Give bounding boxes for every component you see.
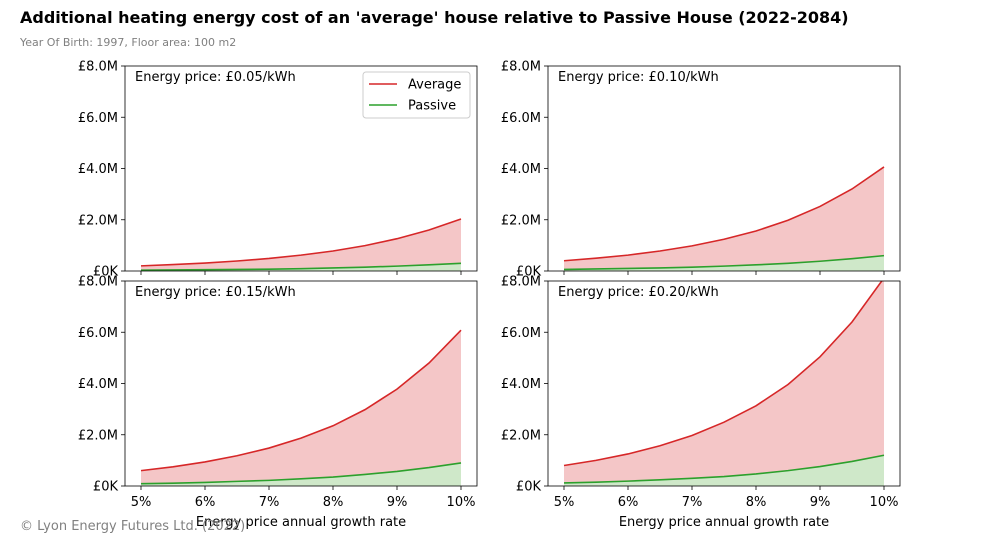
average-series-line	[563, 166, 885, 262]
y-tick-label: £4.0M	[78, 162, 118, 177]
chart-title: Additional heating energy cost of an 'av…	[20, 8, 849, 27]
panel-price-label: Energy price: £0.10/kWh	[558, 70, 719, 85]
panel-price-label: Energy price: £0.20/kWh	[558, 285, 719, 300]
y-tick-label: £2.0M	[501, 213, 541, 228]
y-tick-label: £2.0M	[501, 428, 541, 443]
chart-subtitle: Year Of Birth: 1997, Floor area: 100 m2	[20, 36, 237, 49]
y-tick-label: £6.0M	[501, 326, 541, 341]
passive-series-line	[563, 454, 885, 484]
x-axis-label: Energy price annual growth rate	[619, 515, 829, 530]
x-tick-label: 10%	[447, 495, 476, 510]
x-tick-label: 5%	[131, 495, 152, 510]
copyright-footer: © Lyon Energy Futures Ltd. (2022)	[20, 519, 246, 534]
x-tick-label: 7%	[259, 495, 280, 510]
average-area	[141, 330, 461, 486]
y-tick-label: £0K	[516, 480, 542, 495]
x-tick-label: 6%	[195, 495, 216, 510]
x-tick-label: 6%	[618, 495, 639, 510]
legend-label-passive: Passive	[408, 99, 456, 114]
x-tick-label: 9%	[387, 495, 408, 510]
y-tick-label: £2.0M	[78, 428, 118, 443]
y-tick-label: £0K	[516, 265, 542, 280]
passive-area	[141, 263, 461, 271]
x-tick-label: 8%	[746, 495, 767, 510]
y-tick-label: £0K	[93, 265, 119, 280]
y-tick-label: £4.0M	[501, 162, 541, 177]
plot-region	[563, 281, 885, 486]
y-tick-label: £6.0M	[78, 326, 118, 341]
legend: Average Passive	[362, 71, 471, 119]
plot-region	[140, 218, 462, 271]
chart-panel-2: £0K £2.0M £4.0M £6.0M £8.0M Energy price: £0.…	[501, 60, 901, 280]
x-tick-label: 8%	[323, 495, 344, 510]
plot-region	[140, 329, 462, 486]
y-tick-label: £8.0M	[501, 60, 541, 75]
average-area	[564, 166, 884, 271]
y-tick-label: £6.0M	[501, 111, 541, 126]
average-series-line	[563, 281, 883, 467]
x-axis-label: Energy price annual growth rate	[196, 515, 406, 530]
y-tick-label: £4.0M	[501, 377, 541, 392]
y-tick-label: £6.0M	[78, 111, 118, 126]
x-tick-label: 5%	[554, 495, 575, 510]
x-tick-label: 9%	[810, 495, 831, 510]
x-tick-label: 10%	[870, 495, 899, 510]
passive-series-line	[140, 262, 462, 271]
legend-label-average: Average	[408, 78, 461, 93]
panel-price-label: Energy price: £0.05/kWh	[135, 70, 296, 85]
passive-area	[141, 462, 461, 486]
chart-panel-3: £0K £2.0M £4.0M £6.0M £8.0M 5% 6% 7% 8% 9% 10% Ener…	[78, 275, 478, 530]
passive-area	[564, 255, 884, 271]
chart-panel-4: £0K £2.0M £4.0M £6.0M £8.0M 5% 6% 7% 8% 9% 10% Ener…	[501, 275, 901, 530]
passive-series-line	[140, 462, 462, 485]
passive-area	[564, 455, 884, 486]
y-tick-label: £0K	[93, 480, 119, 495]
plot-region	[563, 166, 885, 271]
average-area	[141, 218, 461, 271]
passive-series-line	[563, 254, 885, 271]
y-tick-label: £4.0M	[78, 377, 118, 392]
y-tick-label: £8.0M	[78, 60, 118, 75]
average-series-line	[140, 218, 462, 267]
y-tick-label: £8.0M	[78, 275, 118, 290]
y-tick-label: £2.0M	[78, 213, 118, 228]
average-series-line	[140, 329, 462, 472]
x-tick-label: 7%	[682, 495, 703, 510]
average-area	[564, 281, 884, 486]
panel-price-label: Energy price: £0.15/kWh	[135, 285, 296, 300]
chart-panel-1: £0K £2.0M £4.0M £6.0M £8.0M Energy price: £0.…	[78, 60, 478, 280]
y-tick-label: £8.0M	[501, 275, 541, 290]
